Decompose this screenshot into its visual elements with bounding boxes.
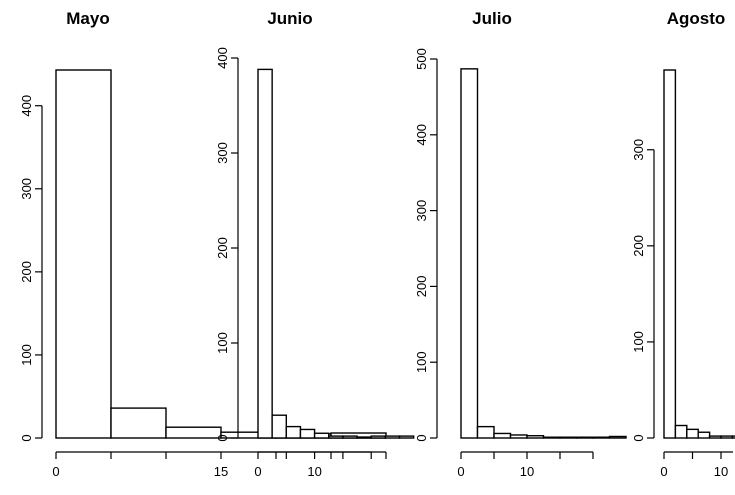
x-tick-label: 0 xyxy=(660,464,667,479)
histogram-bar xyxy=(55,69,112,439)
y-tick-label: 200 xyxy=(215,237,230,259)
y-tick-label: 200 xyxy=(631,235,646,257)
y-tick-label: 200 xyxy=(414,276,429,298)
histogram-bar xyxy=(257,68,273,439)
y-tick-label: 300 xyxy=(414,200,429,222)
histogram-bar xyxy=(720,435,734,439)
histogram-bar xyxy=(165,426,222,439)
panel-title: Mayo xyxy=(66,9,109,28)
x-tick-label: 0 xyxy=(457,464,464,479)
panel-agosto: Agosto 0 100 200 300 0 10 xyxy=(631,9,735,479)
histogram-bar xyxy=(731,435,735,439)
histogram-bar xyxy=(271,414,287,439)
x-tick-label: 10 xyxy=(520,464,534,479)
histogram-bar xyxy=(559,436,578,439)
histogram-bar xyxy=(686,428,699,439)
histogram-bar xyxy=(398,435,415,439)
histogram-bar xyxy=(663,69,677,439)
x-tick-label: 10 xyxy=(307,464,321,479)
y-tick-label: 0 xyxy=(215,434,230,441)
histogram-bar xyxy=(356,436,372,439)
histogram-bar xyxy=(476,425,495,439)
histogram-bar xyxy=(313,432,330,439)
y-tick-label: 200 xyxy=(19,261,34,283)
histogram-bar xyxy=(110,407,167,439)
histogram-bar xyxy=(384,435,401,439)
y-tick-label: 100 xyxy=(631,331,646,353)
y-tick-label: 300 xyxy=(631,139,646,161)
histogram-bar xyxy=(608,435,627,439)
y-tick-label: 0 xyxy=(19,434,34,441)
panel-title: Agosto xyxy=(667,9,726,28)
y-tick-label: 500 xyxy=(414,48,429,70)
histogram-bar xyxy=(674,424,688,439)
histogram-bar xyxy=(493,432,512,439)
histogram-bar xyxy=(509,434,528,439)
x-tick-label: 10 xyxy=(714,464,728,479)
histogram-bar xyxy=(299,428,316,439)
x-tick-label: 0 xyxy=(254,464,261,479)
y-tick-label: 0 xyxy=(414,434,429,441)
y-tick-label: 100 xyxy=(19,344,34,366)
histogram-bar xyxy=(285,425,302,439)
y-tick-label: 300 xyxy=(215,142,230,164)
y-tick-label: 0 xyxy=(631,434,646,441)
y-tick-label: 300 xyxy=(19,178,34,200)
panel-junio: Junio 0 100 200 300 400 0 10 xyxy=(215,9,415,479)
histogram-bar xyxy=(575,436,594,439)
y-tick-label: 400 xyxy=(414,124,429,146)
y-tick-label: 100 xyxy=(215,332,230,354)
histogram-bar xyxy=(708,435,722,439)
panel-title: Julio xyxy=(472,9,512,28)
histogram-bar xyxy=(697,431,711,439)
histogram-bar xyxy=(370,435,387,439)
x-tick-label: 15 xyxy=(214,464,228,479)
y-tick-label: 400 xyxy=(19,95,34,117)
histogram-bar xyxy=(592,436,611,439)
panel-title: Junio xyxy=(267,9,312,28)
histogram-bar xyxy=(460,68,479,439)
panel-julio: Julio 0 100 200 300 400 500 0 10 xyxy=(414,9,627,479)
y-tick-label: 400 xyxy=(215,47,230,69)
histogram-bar xyxy=(342,435,358,439)
histogram-bar xyxy=(328,435,344,439)
y-tick-label: 100 xyxy=(414,351,429,373)
histogram-bar xyxy=(542,436,561,439)
histogram-bar xyxy=(526,435,545,439)
x-tick-label: 0 xyxy=(52,464,59,479)
